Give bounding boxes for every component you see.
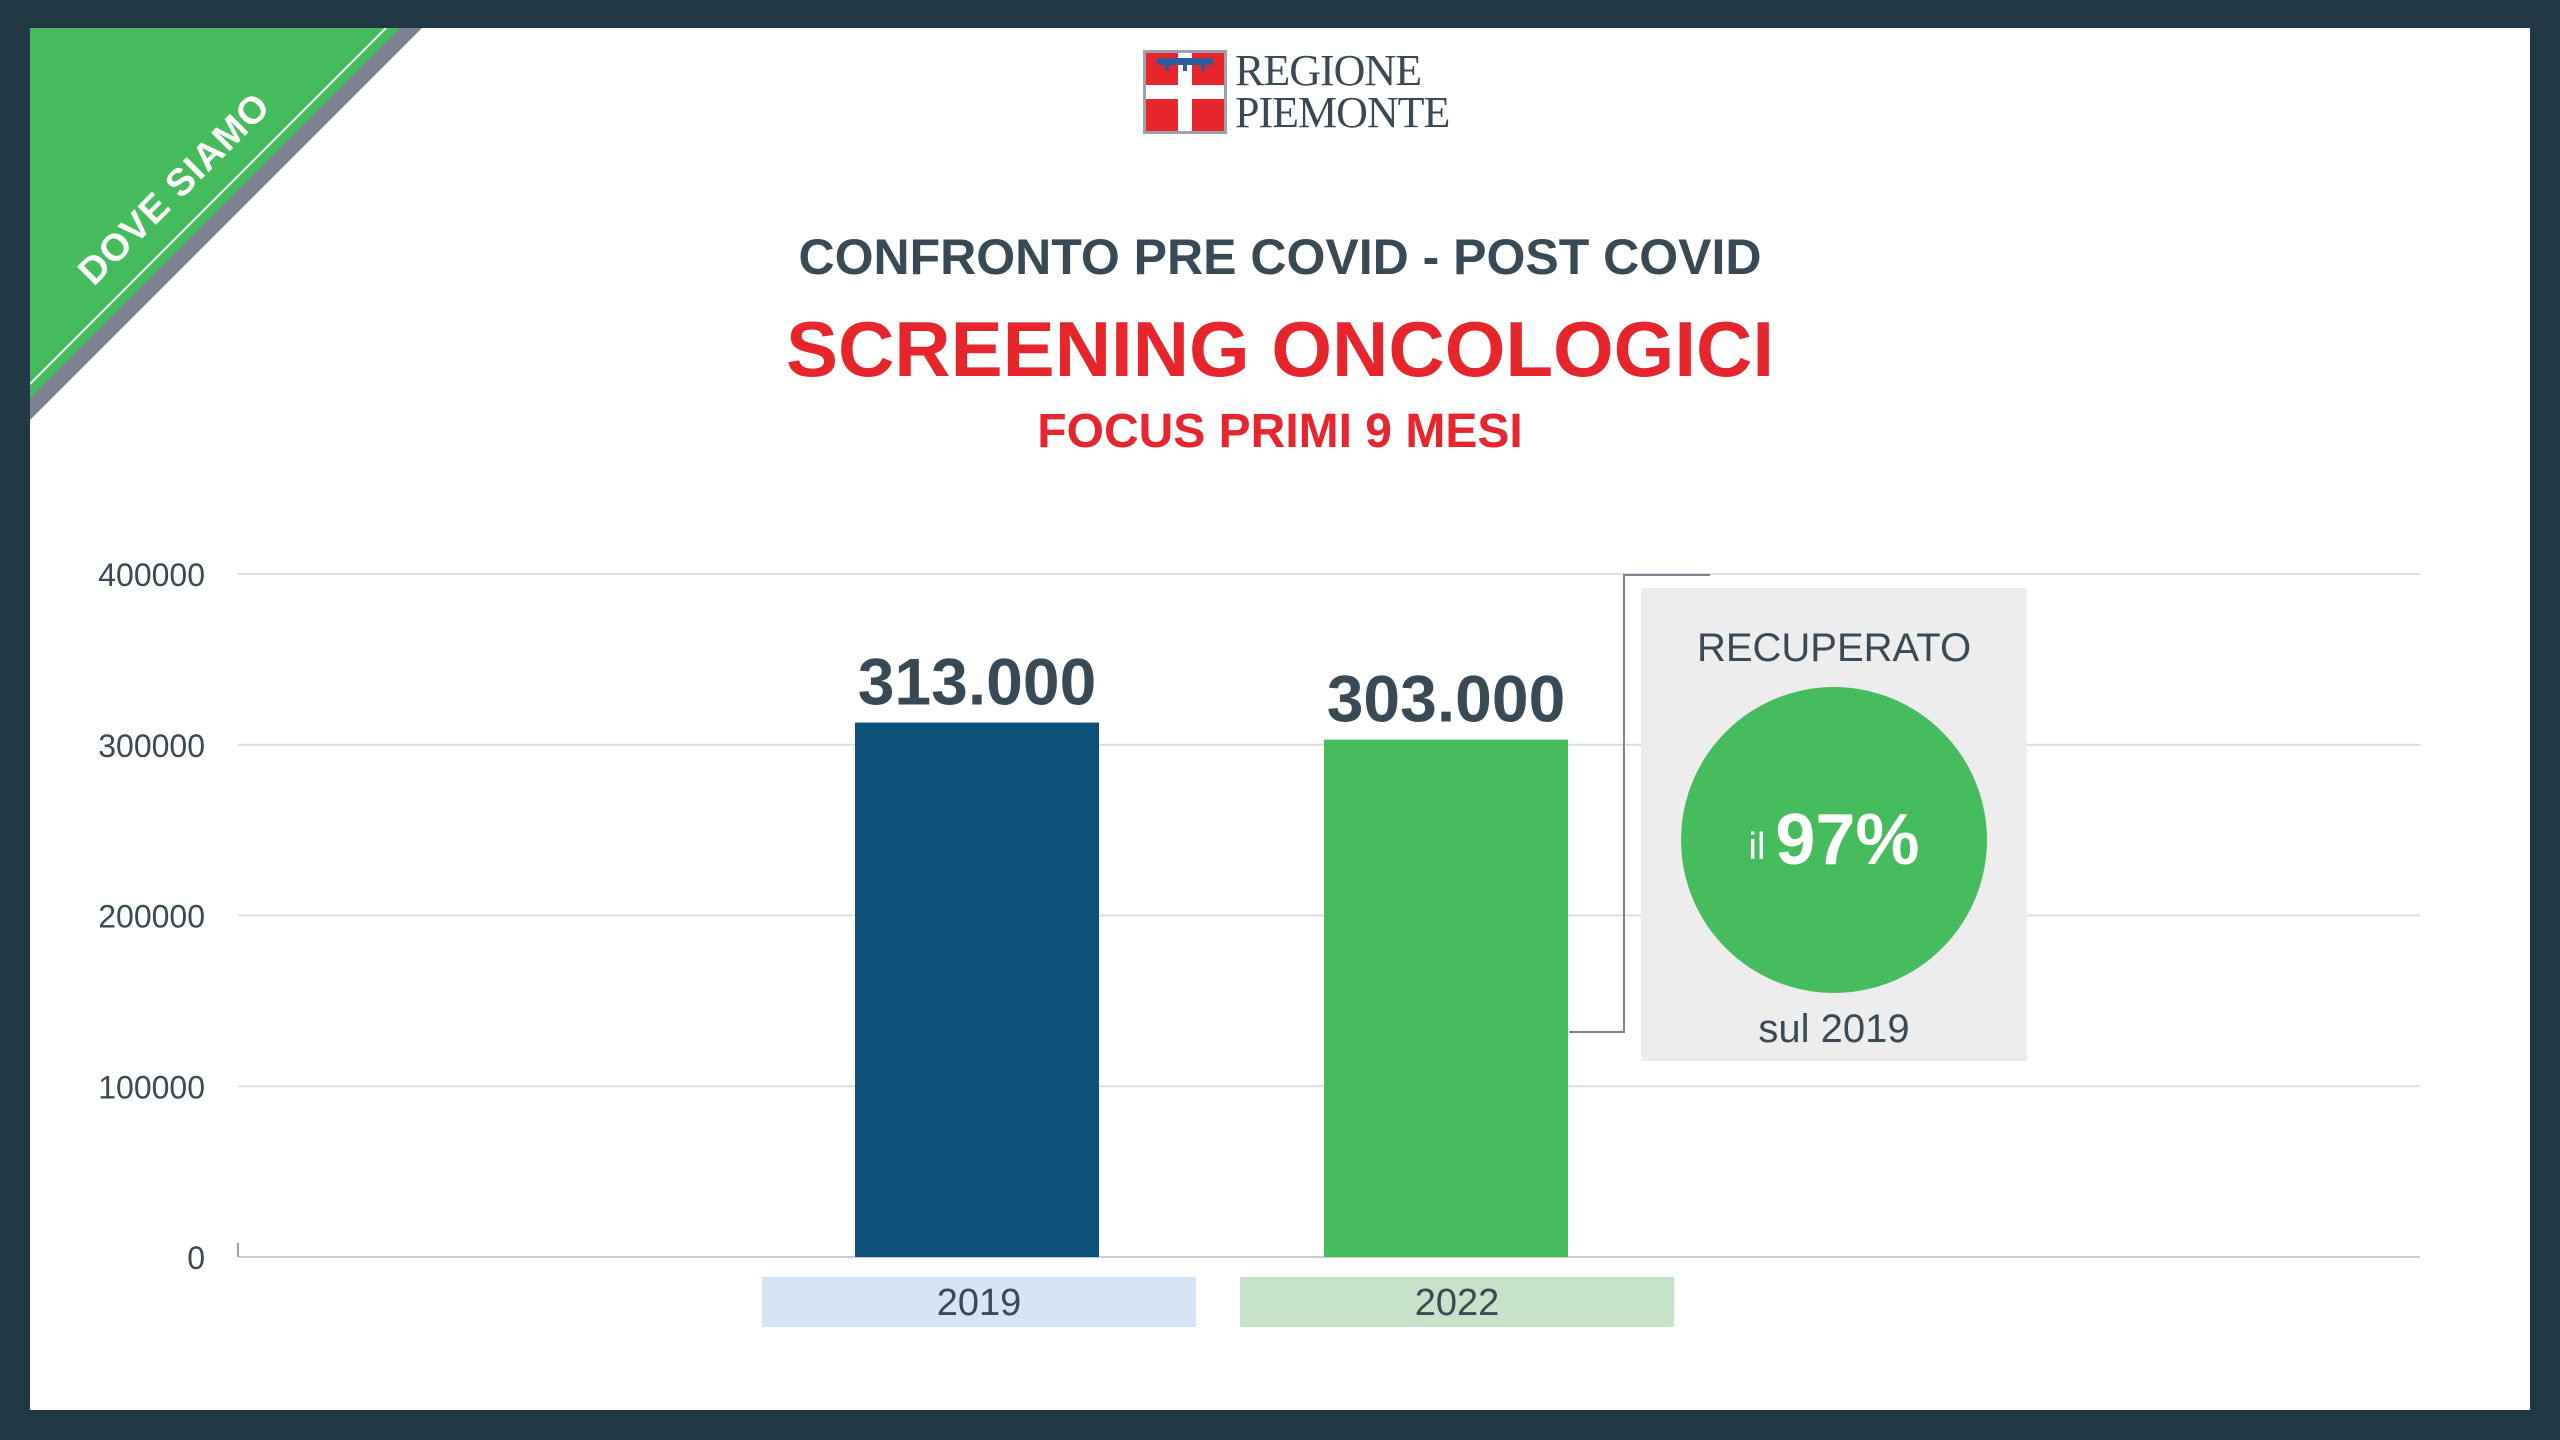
title-sub: FOCUS PRIMI 9 MESI	[1037, 405, 1523, 458]
bar-2019	[855, 722, 1099, 1257]
callout-connector	[1569, 574, 1710, 1033]
data-label-2019: 313.000	[858, 645, 1097, 719]
slide: DOVE SIAMO REGIONE PIEMONTE CONFRONTO PR…	[30, 28, 2530, 1410]
logo-line-1: REGIONE	[1235, 46, 1422, 95]
data-label-2022: 303.000	[1327, 662, 1566, 736]
category-label-bg-2019	[762, 1277, 1196, 1327]
y-tick-label-3: 300000	[98, 728, 205, 764]
callout-footer: sul 2019	[1758, 1007, 1910, 1051]
title-main: SCREENING ONCOLOGICI	[785, 305, 1775, 393]
y-tick-label-4: 400000	[98, 557, 205, 593]
title-top: CONFRONTO PRE COVID - POST COVID	[798, 229, 1762, 285]
bar-chart: 0 100000 200000 300000 400000 313.000 2019 303.…	[98, 557, 2420, 1327]
callout-value: 97%	[1775, 800, 1920, 880]
callout-box: RECUPERATO il 97% sul 2019	[1641, 588, 2027, 1061]
bar-2022	[1324, 739, 1568, 1257]
y-tick-label-2: 200000	[98, 899, 205, 935]
category-label-2019: 2019	[937, 1282, 1022, 1324]
callout-prefix: il	[1748, 825, 1766, 868]
category-label-2022: 2022	[1415, 1282, 1500, 1324]
category-label-bg-2022	[1240, 1277, 1674, 1327]
y-tick-label-0: 0	[187, 1240, 205, 1276]
regione-piemonte-flag-icon	[1143, 50, 1227, 134]
regione-piemonte-logo: REGIONE PIEMONTE	[1143, 46, 1450, 137]
callout-circle: il 97%	[1681, 687, 1987, 993]
logo-line-2: PIEMONTE	[1235, 88, 1450, 137]
callout-heading: RECUPERATO	[1696, 626, 1972, 670]
y-tick-label-1: 100000	[98, 1069, 205, 1105]
